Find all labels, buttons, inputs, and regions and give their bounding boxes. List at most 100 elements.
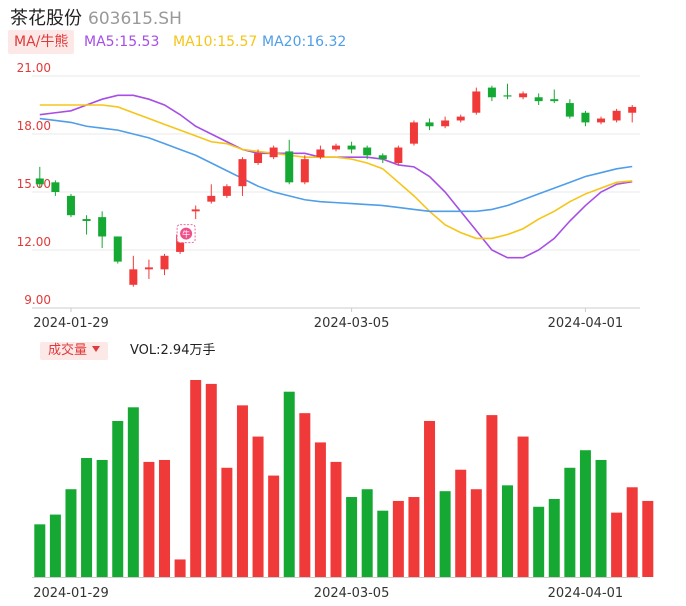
- volume-bar: [205, 383, 217, 577]
- candle-body: [285, 151, 294, 183]
- ma10-line: [39, 104, 633, 240]
- caret-down-icon: [92, 346, 101, 352]
- volume-bar: [408, 497, 420, 577]
- candle: [581, 110, 590, 127]
- ma20-line: [39, 117, 633, 213]
- y-tick-label: 15.00: [17, 177, 51, 191]
- bull-marker-label: 牛: [182, 229, 190, 239]
- volume-bar: [486, 415, 498, 577]
- volume-bar: [642, 500, 654, 577]
- candle-body: [394, 147, 403, 163]
- ma5-line: [39, 94, 633, 259]
- candle: [347, 141, 356, 154]
- candle: [316, 145, 325, 160]
- candle: [363, 145, 372, 160]
- stock-code: 603615.SH: [88, 9, 182, 29]
- volume-bar: [127, 407, 139, 577]
- candle: [222, 184, 231, 198]
- candle: [441, 116, 450, 129]
- candle-body: [191, 209, 200, 212]
- candle-body: [628, 106, 637, 113]
- candle-body: [176, 234, 185, 252]
- volume-bar: [424, 420, 436, 577]
- candle: [285, 139, 294, 185]
- ma-toggle-button[interactable]: MA/牛熊: [8, 30, 75, 54]
- candle: [472, 87, 481, 115]
- candle-body: [534, 97, 543, 102]
- candle: [129, 255, 138, 287]
- candle-body: [51, 182, 60, 192]
- candle: [565, 99, 574, 119]
- volume-bar: [190, 380, 202, 577]
- candle-body: [456, 116, 465, 121]
- candle-body: [98, 217, 107, 237]
- volume-bar: [143, 461, 155, 577]
- candle: [612, 108, 621, 123]
- candle: [207, 184, 216, 204]
- candle: [66, 193, 75, 218]
- candle: [269, 145, 278, 160]
- candle-body: [612, 110, 621, 121]
- candle: [519, 91, 528, 100]
- volume-bar: [268, 475, 280, 577]
- candle-body: [487, 87, 496, 98]
- volume-bar: [81, 458, 93, 577]
- volume-bar: [579, 450, 591, 577]
- volume-bar: [517, 436, 529, 577]
- stock-name: 茶花股份: [10, 8, 82, 29]
- candle: [628, 105, 637, 123]
- x-tick-label: 2024-01-29: [33, 316, 109, 331]
- y-tick-label: 21.00: [17, 61, 51, 75]
- candle-body: [207, 195, 216, 202]
- volume-bar: [34, 524, 46, 577]
- volume-bar: [314, 442, 326, 577]
- ma5-label: MA5:15.53: [84, 34, 160, 50]
- candle-body: [66, 195, 75, 216]
- volume-value-label: VOL:2.94万手: [130, 343, 216, 358]
- candle: [597, 116, 606, 125]
- volume-bar: [361, 489, 373, 577]
- bull-marker-icon: 牛: [176, 224, 196, 244]
- candle: [300, 155, 309, 185]
- ma10-label: MA10:15.57: [173, 34, 258, 50]
- volume-bar: [392, 500, 404, 577]
- candle: [191, 205, 200, 220]
- candle-body: [409, 122, 418, 144]
- candle: [378, 153, 387, 163]
- candle: [409, 120, 418, 146]
- volume-bar: [611, 512, 623, 577]
- volume-bar: [174, 559, 186, 577]
- candle-body: [144, 267, 153, 270]
- volume-bar: [65, 489, 77, 577]
- candle-body: [300, 159, 309, 183]
- candle: [534, 93, 543, 105]
- volume-bar: [112, 420, 124, 577]
- volume-bar: [96, 459, 108, 577]
- y-tick-label: 12.00: [17, 235, 51, 249]
- candle-body: [347, 145, 356, 150]
- volume-bar: [49, 514, 61, 577]
- candle-body: [519, 93, 528, 98]
- volume-bar: [533, 506, 545, 577]
- volume-toggle-label: 成交量: [48, 343, 88, 358]
- candle: [238, 157, 247, 196]
- candle-body: [441, 120, 450, 127]
- page-title: 茶花股份 603615.SH: [10, 4, 182, 30]
- y-tick-label: 9.00: [24, 293, 51, 307]
- candle: [503, 83, 512, 100]
- candle: [98, 211, 107, 249]
- volume-bar: [346, 497, 358, 577]
- volume-bar: [159, 459, 171, 577]
- candle-body: [581, 112, 590, 123]
- candle: [254, 149, 263, 165]
- candle: [160, 253, 169, 276]
- volume-bar: [439, 491, 451, 577]
- volume-bar: [299, 413, 311, 577]
- volume-x-tick-label: 2024-03-05: [314, 586, 390, 601]
- volume-bar: [626, 487, 638, 577]
- volume-toggle-button[interactable]: 成交量: [40, 342, 109, 360]
- candle: [35, 166, 44, 189]
- candle: [51, 180, 60, 196]
- volume-bar: [564, 467, 576, 577]
- candle-body: [129, 269, 138, 285]
